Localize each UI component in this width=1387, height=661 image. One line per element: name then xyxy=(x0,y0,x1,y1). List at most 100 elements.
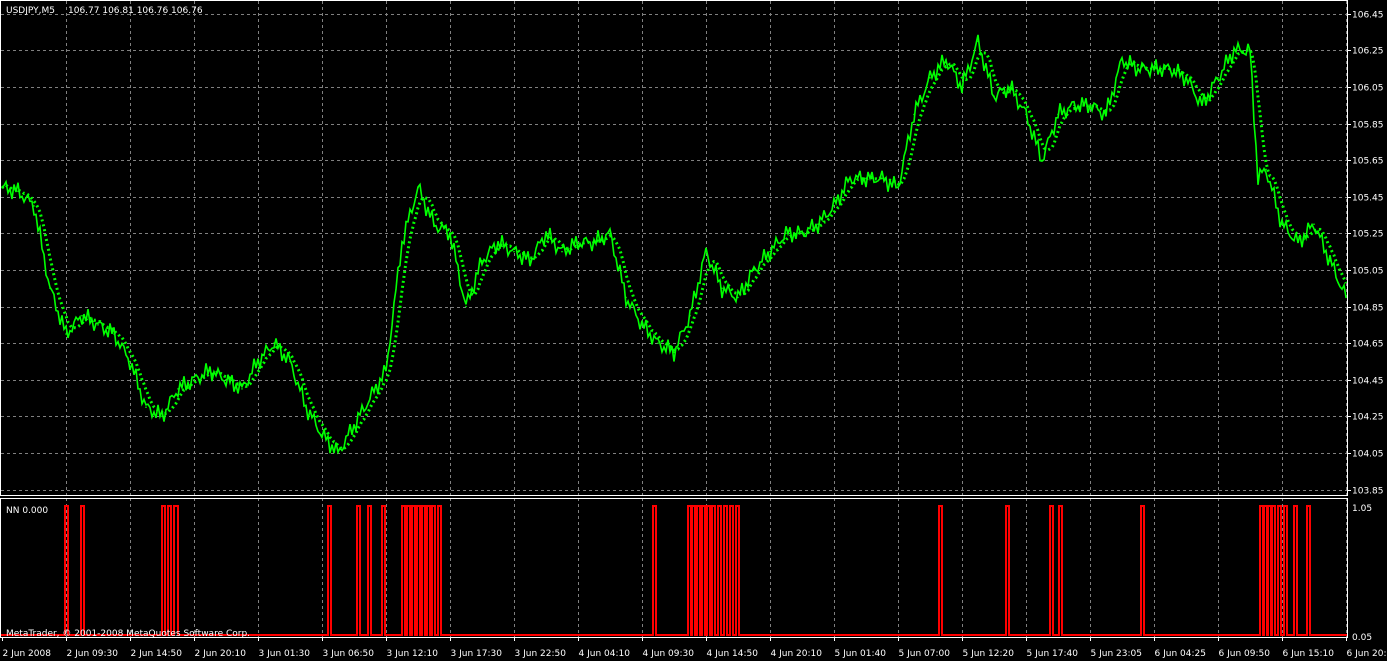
price-point xyxy=(689,314,691,317)
price-point xyxy=(321,433,323,436)
price-point xyxy=(1041,159,1043,161)
y-tick-label: 104.05 xyxy=(1352,450,1384,460)
y-tick-label: 104.25 xyxy=(1352,413,1384,423)
price-point xyxy=(641,324,643,326)
price-point xyxy=(945,58,947,61)
price-point xyxy=(833,205,835,207)
price-point xyxy=(1345,296,1347,299)
price-point xyxy=(769,250,771,253)
price-point xyxy=(257,360,259,363)
price-point xyxy=(353,424,355,427)
x-tick-label: 4 Jun 14:50 xyxy=(707,649,759,659)
price-point xyxy=(305,406,307,408)
price-point xyxy=(1329,260,1331,262)
price-point xyxy=(161,415,163,418)
price-point xyxy=(657,342,659,344)
price-point xyxy=(801,232,803,235)
x-tick-label: 3 Jun 22:50 xyxy=(515,649,567,659)
indicator-label: NN 0.000 xyxy=(6,506,48,516)
price-series xyxy=(1,34,1348,455)
x-tick-label: 4 Jun 20:10 xyxy=(771,649,823,659)
price-point xyxy=(385,369,387,372)
price-point xyxy=(577,241,579,244)
price-point xyxy=(1025,113,1027,116)
price-point xyxy=(1153,67,1155,70)
price-point xyxy=(1257,177,1259,180)
y-tick-label: 104.45 xyxy=(1352,377,1384,387)
price-point xyxy=(625,296,627,299)
price-point xyxy=(1105,113,1107,116)
x-tick-label: 3 Jun 12:10 xyxy=(387,649,439,659)
quote-values: 106.77 106.81 106.76 106.76 xyxy=(68,6,203,16)
nn-indicator-line xyxy=(1,505,1347,636)
price-point xyxy=(337,452,339,454)
x-tick-label: 3 Jun 17:30 xyxy=(451,649,503,659)
y-tick-label: 105.25 xyxy=(1352,230,1384,240)
x-tick-label: 5 Jun 17:40 xyxy=(1027,649,1079,659)
x-tick-label: 6 Jun 20:35 xyxy=(1347,649,1387,659)
y-tick-label: 104.85 xyxy=(1352,304,1384,314)
symbol-label: USDJPY,M5 xyxy=(6,6,55,16)
grid xyxy=(1,1,1347,637)
price-point xyxy=(65,333,67,335)
x-tick-label: 5 Jun 23:05 xyxy=(1091,649,1142,659)
price-point xyxy=(1249,49,1251,52)
y-tick-label: 104.65 xyxy=(1352,340,1384,350)
price-point xyxy=(849,177,851,180)
price-point xyxy=(49,287,51,290)
price-point xyxy=(977,40,979,43)
price-point xyxy=(33,205,35,207)
price-point xyxy=(881,177,883,180)
price-point xyxy=(433,223,435,226)
y-tick-label: 105.85 xyxy=(1352,121,1384,131)
y-tick-label: 105.65 xyxy=(1352,157,1384,167)
price-point xyxy=(241,388,243,390)
price-point xyxy=(1,186,3,189)
price-point xyxy=(721,287,723,290)
price-point xyxy=(177,388,179,390)
moving-average-line xyxy=(1,48,1348,452)
x-tick-label: 2 Jun 2008 xyxy=(3,649,52,659)
indicator-series xyxy=(1,505,1347,636)
price-point xyxy=(1185,77,1187,79)
price-point xyxy=(449,232,451,235)
price-point xyxy=(929,77,931,79)
price-point xyxy=(113,333,115,335)
price-point xyxy=(1217,77,1219,79)
price-point xyxy=(81,314,83,317)
price-point xyxy=(1281,223,1283,226)
y-tick-label: 105.45 xyxy=(1352,194,1384,204)
x-tick-label: 5 Jun 01:40 xyxy=(835,649,887,659)
x-tick-label: 3 Jun 01:30 xyxy=(259,649,311,659)
price-point xyxy=(1009,86,1011,88)
price-point xyxy=(1265,168,1267,171)
price-point xyxy=(497,241,499,244)
price-point xyxy=(481,260,483,262)
price-point xyxy=(193,378,195,381)
price-point xyxy=(529,260,531,262)
price-point xyxy=(753,269,755,271)
price-point xyxy=(609,232,611,235)
x-tick-label: 6 Jun 15:10 xyxy=(1283,649,1335,659)
price-point xyxy=(1233,49,1235,52)
price-point xyxy=(817,223,819,226)
price-point xyxy=(1201,104,1203,107)
price-point xyxy=(897,186,899,189)
price-point xyxy=(673,351,675,354)
x-tick-label: 5 Jun 12:20 xyxy=(963,649,1015,659)
price-point xyxy=(129,360,131,363)
price-point xyxy=(545,232,547,235)
price-point xyxy=(369,397,371,399)
price-point xyxy=(865,177,867,180)
price-point xyxy=(209,369,211,372)
price-point xyxy=(961,86,963,88)
y-tick-label: 106.45 xyxy=(1352,11,1384,21)
price-point xyxy=(737,296,739,299)
copyright-text: MetaTrader, © 2001-2008 MetaQuotes Softw… xyxy=(6,629,250,639)
main-frame xyxy=(0,0,1348,496)
x-tick-label: 6 Jun 04:25 xyxy=(1155,649,1206,659)
price-point xyxy=(1073,104,1075,107)
price-point xyxy=(1297,241,1299,244)
price-point xyxy=(1089,104,1091,107)
